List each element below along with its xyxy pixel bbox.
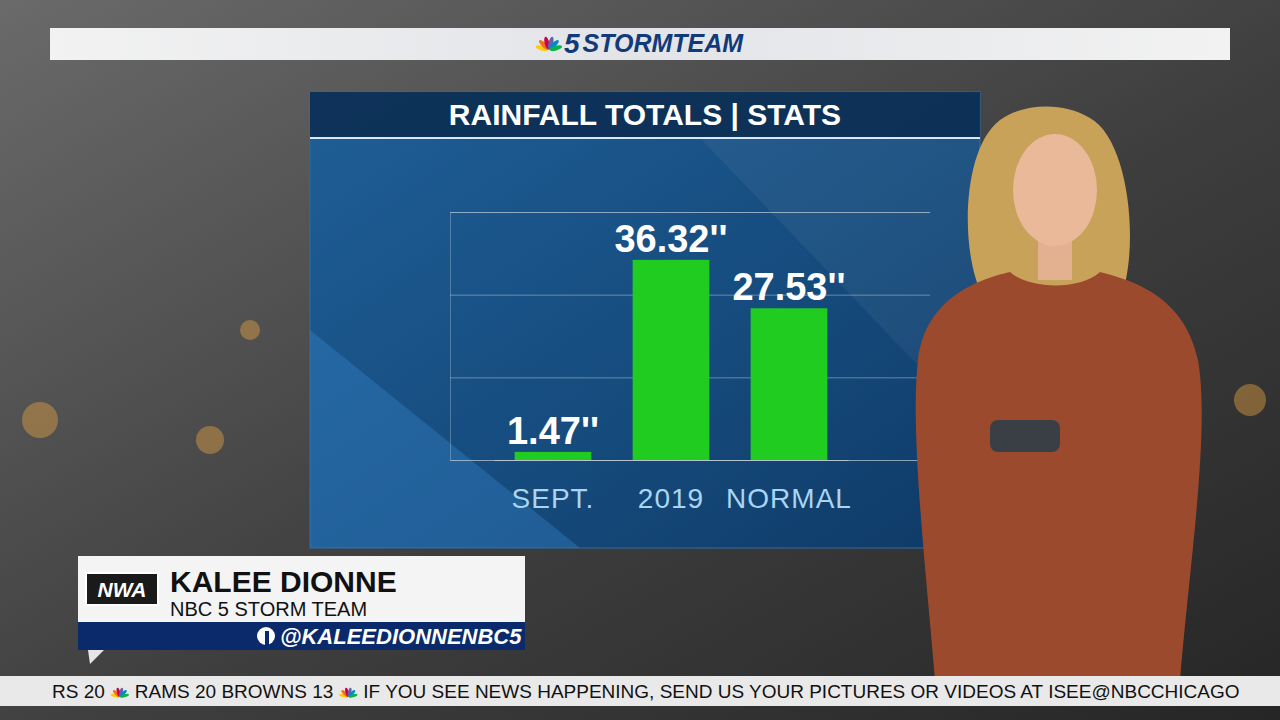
header-bar [50, 28, 1230, 60]
social-icon [257, 627, 275, 645]
bokeh-light [22, 402, 58, 438]
y-axis-line [451, 213, 931, 461]
scene: 5STORMTEAM RAINFALL TOTALS | STATS SEPT. 20… [0, 0, 1280, 720]
lower-third-notch [88, 650, 104, 664]
y-tick [450, 212, 930, 213]
social-icon-mark [265, 631, 269, 645]
peacock-logo [339, 687, 358, 698]
nwa-logo-box [86, 573, 158, 605]
y-tick [450, 460, 930, 461]
ticker-bar [0, 676, 1280, 706]
ticker-item: IF YOU SEE NEWS HAPPENING, SEND US YOUR … [363, 681, 1239, 702]
y-axis [450, 213, 930, 461]
x-tick: SEPT. [512, 483, 595, 514]
x-axis-line [495, 460, 849, 461]
title-bar [310, 92, 980, 138]
header-brand: 5STORMTEAM [535, 28, 744, 59]
data-labels: 1.47'' 36.32''27.53'' [507, 218, 846, 452]
x-tick-label: 2019 [638, 483, 704, 514]
x-tick: 2019 [638, 483, 704, 514]
bar [633, 260, 710, 460]
chart-title: RAINFALL TOTALS | STATS [449, 98, 841, 131]
peacock-feather [120, 693, 130, 698]
bokeh-light [196, 426, 224, 454]
ticker-item: RS 20 [52, 681, 105, 702]
peacock-feather [348, 693, 358, 698]
bokeh-light [1234, 384, 1266, 416]
nwa-logo-text: NWA [98, 578, 147, 601]
x-tick-label: SEPT. [512, 483, 595, 514]
header-number: 5 [564, 28, 580, 59]
data-label: 27.53'' [732, 266, 845, 308]
presenter [916, 106, 1202, 680]
data-label: 36.32'' [614, 218, 727, 260]
peacock-logo [110, 687, 129, 698]
bokeh-light [240, 320, 260, 340]
bar [751, 308, 828, 460]
presenter-name: KALEE DIONNE [170, 565, 397, 598]
grid-line [450, 460, 930, 461]
grid-line [450, 212, 930, 213]
lower-third-top [78, 556, 525, 622]
header-brand-text: STORMTEAM [582, 29, 744, 57]
presenter-face [1013, 134, 1097, 246]
peacock-logo [535, 36, 563, 52]
title-underline [310, 137, 980, 139]
lower-third-strip [78, 622, 525, 650]
background [0, 0, 1280, 720]
x-axis: SEPT. 2019 NORMAL [495, 461, 852, 514]
panel [310, 92, 980, 548]
peacock-feather [549, 44, 563, 52]
ticker-item: RAMS 20 BROWNS 13 [135, 681, 334, 702]
presenter-hair [968, 106, 1130, 300]
ticker: RS 20 RAMS 20 BROWNS 13 IF YOU SEE NEWS HA… [52, 681, 1240, 702]
bar [515, 452, 592, 460]
presenter-team: NBC 5 STORM TEAM [170, 598, 367, 620]
presenter-dress [916, 272, 1202, 680]
presenter-handle: @KALEEDIONNENBC5 [280, 624, 522, 649]
chart-root: 5STORMTEAM RAINFALL TOTALS | STATS SEPT. 20… [0, 0, 1280, 720]
x-tick: NORMAL [726, 483, 852, 514]
x-tick-label: NORMAL [726, 483, 852, 514]
data-label: 1.47'' [507, 410, 599, 452]
presenter-clicker [990, 420, 1060, 452]
